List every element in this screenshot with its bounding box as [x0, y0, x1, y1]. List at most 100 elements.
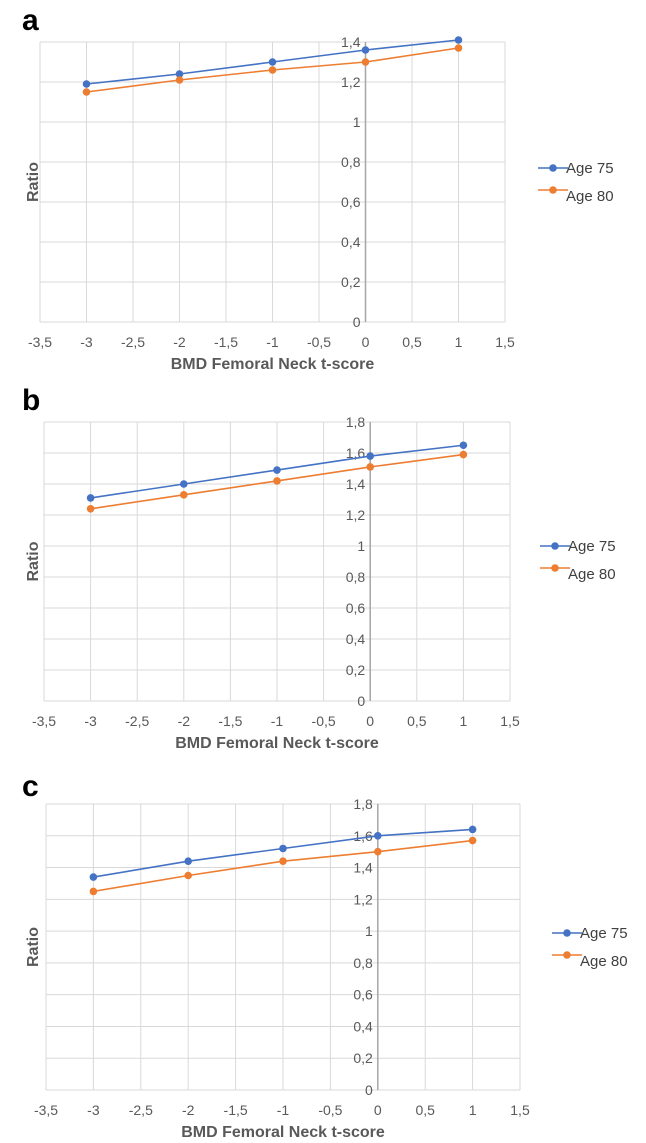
legend-marker	[551, 542, 559, 550]
x-tick-label: -0,5	[312, 713, 336, 729]
x-tick-label: -1	[266, 334, 279, 350]
data-point	[86, 505, 95, 513]
y-axis-title: Ratio	[25, 927, 42, 967]
y-tick-label: 0,6	[341, 194, 361, 210]
y-axis-title: Ratio	[25, 541, 42, 581]
data-point	[374, 847, 382, 856]
legend: Age 75 Age 80	[538, 160, 614, 205]
y-tick-label: 0	[357, 693, 365, 709]
y-tick-label: 0,6	[346, 600, 366, 616]
data-point	[268, 66, 277, 74]
x-tick-label: 0	[362, 334, 370, 350]
x-tick-label: -1	[271, 713, 284, 729]
y-tick-label: 1,8	[346, 414, 366, 430]
data-point	[82, 88, 91, 96]
x-axis-title: BMD Femoral Neck t-score	[175, 735, 379, 752]
x-tick-label: -1	[277, 1102, 290, 1118]
x-tick-label: 0,5	[415, 1102, 435, 1118]
legend-label: Age 75	[580, 925, 628, 942]
y-tick-label: 0,2	[341, 274, 361, 290]
x-tick-label: 0,5	[402, 334, 422, 350]
x-tick-label: 0	[374, 1102, 382, 1118]
x-tick-label: -1,5	[214, 334, 238, 350]
x-tick-label: -2	[178, 713, 191, 729]
data-point	[454, 36, 463, 44]
y-tick-label: 1	[353, 114, 361, 130]
legend: Age 75 Age 80	[540, 538, 616, 583]
y-tick-label: 0	[365, 1082, 373, 1098]
data-point	[366, 463, 375, 471]
x-tick-label: 0,5	[407, 713, 427, 729]
chart-panel-a: a -3,5 -3 -2,5 -2 -1,5 -1 -0,5 0 0,5 1 1,5 0 0,2 0,4 0…	[0, 0, 646, 373]
data-point	[361, 58, 370, 66]
line-chart: -3,5 -3 -2,5 -2 -1,5 -1 -0,5 0 0,5 1 1,5 0 0,2 0,4 0,6…	[25, 796, 628, 1141]
x-tick-label: -0,5	[307, 334, 331, 350]
x-tick-label: -3	[87, 1102, 100, 1118]
y-tick-label: 1,4	[346, 476, 366, 492]
x-tick-label: -1,5	[224, 1102, 248, 1118]
y-tick-label: 1,8	[353, 796, 373, 812]
x-tick-label: -2,5	[129, 1102, 153, 1118]
panel-label: c	[22, 770, 39, 803]
y-tick-label: 0,4	[346, 631, 366, 647]
legend-label: Age 80	[568, 566, 616, 583]
data-point	[175, 70, 184, 78]
data-point	[273, 466, 281, 474]
data-point	[374, 831, 382, 840]
legend-marker	[551, 564, 559, 572]
panel-label: a	[22, 4, 39, 37]
y-axis-title: Ratio	[25, 162, 42, 202]
x-tick-label: -2	[182, 1102, 195, 1118]
data-point	[468, 825, 477, 834]
data-point	[273, 477, 281, 485]
y-tick-label: 0	[353, 314, 361, 330]
data-point	[89, 873, 98, 881]
legend-marker	[549, 164, 557, 172]
x-tick-label: -2	[173, 334, 186, 350]
y-tick-label: 1,2	[346, 507, 366, 523]
y-tick-label: 0,4	[353, 1018, 373, 1034]
legend-label: Age 75	[568, 538, 616, 555]
x-tick-label: 1,5	[510, 1102, 530, 1118]
gridlines	[43, 421, 511, 702]
x-tick-label: -1,5	[218, 713, 242, 729]
data-point	[468, 836, 477, 845]
y-tick-label: 1	[365, 923, 373, 939]
data-point	[279, 844, 287, 853]
x-tick-label: 1,5	[500, 713, 520, 729]
legend-label: Age 80	[580, 953, 628, 970]
x-tick-label: 1,5	[495, 334, 515, 350]
y-tick-label: 0,8	[346, 569, 366, 585]
y-tick-label: 1,2	[341, 74, 361, 90]
y-tick-label: 1,6	[353, 828, 373, 844]
legend: Age 75 Age 80	[552, 925, 628, 970]
line-chart: -3,5 -3 -2,5 -2 -1,5 -1 -0,5 0 0,5 1 1,5 0 0,2 0,4 0,6…	[25, 34, 614, 373]
x-tick-label: -2,5	[125, 713, 149, 729]
x-tick-label: -0,5	[318, 1102, 342, 1118]
x-tick-label: -3	[80, 334, 93, 350]
data-point	[180, 491, 188, 499]
data-point	[279, 857, 287, 865]
y-tick-label: 1,4	[353, 860, 373, 876]
line-chart: -3,5 -3 -2,5 -2 -1,5 -1 -0,5 0 0,5 1 1,5 0 0,2 0,4 0,6…	[25, 414, 616, 752]
legend-marker	[563, 929, 571, 937]
panel-label: b	[22, 384, 41, 417]
chart-panel-b: b -3,5 -3 -2,5 -2 -1,5 -1 -0,5 0 0,5 1 1,5 0 0,2 0,4 0…	[0, 370, 646, 762]
data-point	[361, 46, 370, 54]
legend-label: Age 80	[566, 188, 614, 205]
data-point	[175, 76, 184, 84]
data-point	[86, 494, 95, 502]
data-point	[454, 44, 463, 52]
data-point	[459, 450, 468, 459]
data-point	[180, 480, 188, 488]
x-tick-label: 1	[455, 334, 463, 350]
data-point	[366, 452, 375, 460]
y-tick-label: 0,8	[353, 955, 373, 971]
data-point	[268, 58, 277, 66]
data-point	[184, 857, 192, 865]
y-tick-label: 0,6	[353, 987, 373, 1003]
data-point	[184, 871, 192, 880]
data-point	[459, 441, 468, 450]
x-axis-title: BMD Femoral Neck t-score	[181, 1124, 385, 1138]
y-tick-label: 0,2	[353, 1050, 373, 1066]
